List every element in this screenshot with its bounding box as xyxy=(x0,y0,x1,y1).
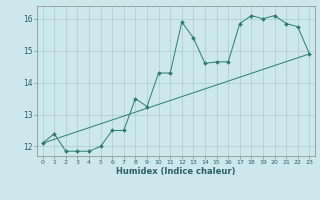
X-axis label: Humidex (Indice chaleur): Humidex (Indice chaleur) xyxy=(116,167,236,176)
